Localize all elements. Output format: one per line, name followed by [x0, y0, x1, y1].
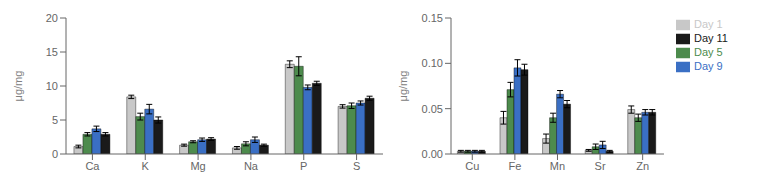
svg-text:10: 10 [46, 80, 58, 92]
svg-text:Sr: Sr [595, 160, 606, 172]
svg-text:S: S [353, 160, 360, 172]
svg-text:K: K [142, 160, 150, 172]
svg-text:Mg: Mg [190, 160, 205, 172]
svg-text:0: 0 [52, 148, 58, 160]
html-text:Day 5: Day 5 [694, 46, 723, 59]
svg-text:Ca: Ca [85, 160, 100, 172]
html-text:Day 11: Day 11 [694, 32, 728, 45]
svg-text:μg/mg: μg/mg [12, 71, 24, 102]
svg-text:15: 15 [46, 46, 58, 58]
svg-text:0.00: 0.00 [422, 148, 443, 160]
svg-text:Mn: Mn [550, 160, 565, 172]
svg-text:5: 5 [52, 114, 58, 126]
svg-text:20: 20 [46, 12, 58, 24]
svg-text:0.15: 0.15 [422, 12, 443, 24]
html-text:Day 1: Day 1 [694, 18, 723, 30]
svg-text:0.05: 0.05 [422, 103, 443, 115]
svg-text:Na: Na [244, 160, 259, 172]
svg-text:P: P [300, 160, 307, 172]
svg-text:Zn: Zn [636, 160, 649, 172]
svg-text:0.10: 0.10 [422, 57, 443, 69]
svg-text:Cu: Cu [465, 160, 479, 172]
html-text:Day 9: Day 9 [694, 60, 723, 73]
svg-text:μg/mg: μg/mg [397, 71, 409, 102]
svg-text:Fe: Fe [508, 160, 521, 172]
